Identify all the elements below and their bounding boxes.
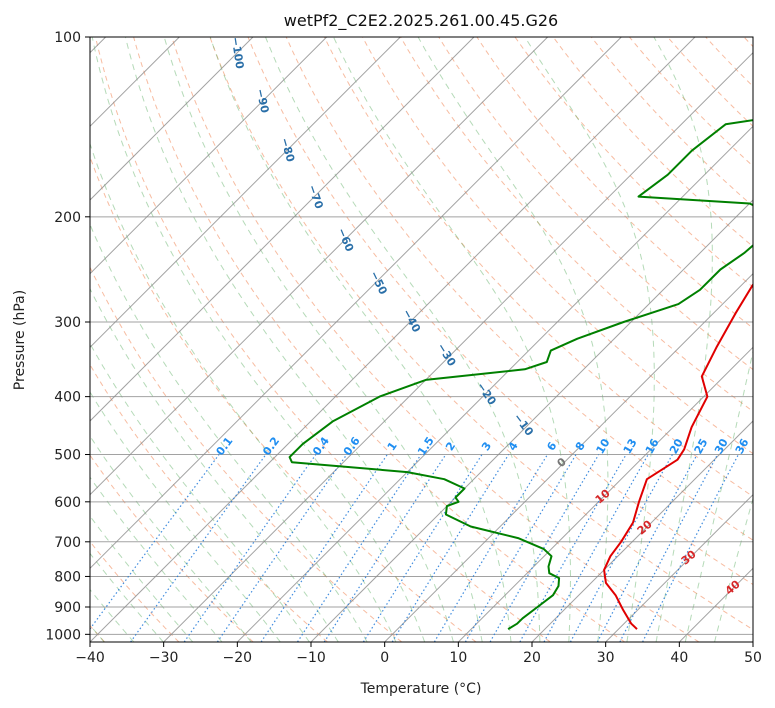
isotherm: [384, 272, 753, 642]
dry-adiabat: [171, 37, 700, 642]
x-axis-label: Temperature (°C): [360, 681, 482, 697]
y-tick-label: 800: [54, 569, 81, 585]
dry-adiabat: [476, 37, 753, 329]
x-tick-label: −20: [223, 650, 253, 666]
y-tick-label: 100: [54, 30, 81, 46]
dry-adiabat: [90, 266, 403, 642]
dry-adiabat-label: −90: [254, 88, 272, 115]
isotherm: [236, 125, 753, 642]
y-tick-label: 400: [54, 390, 81, 406]
moist-adiabat: [333, 37, 571, 642]
moist-adiabat: [209, 37, 512, 642]
mixing-ratio-line: [183, 454, 317, 642]
chart-title: wetPf2_C2E2.2025.261.00.45.G26: [284, 11, 558, 31]
mixing-ratio-label: 36: [733, 436, 752, 456]
dry-adiabat: [90, 540, 180, 642]
mixing-ratio-label: 25: [692, 437, 711, 457]
mixing-ratio-line: [296, 454, 422, 642]
moist-adiabat: [524, 37, 655, 642]
mixing-ratio-line: [216, 454, 348, 642]
isotherm: [163, 51, 753, 642]
moist-adiabat: [417, 37, 609, 642]
mixing-ratio-line: [596, 454, 698, 642]
mixing-ratio-line: [433, 454, 549, 642]
dry-adiabat: [90, 363, 328, 642]
isotherm: [310, 199, 753, 642]
dry-adiabat: [285, 37, 753, 541]
isotherm: [90, 37, 696, 642]
dry-adiabat: [362, 37, 753, 455]
mixing-ratio-line: [519, 454, 627, 642]
dry-adiabat: [209, 37, 753, 631]
mixing-ratio-line: [90, 454, 220, 630]
dry-adiabat: [323, 37, 753, 498]
dry-adiabat: [514, 37, 753, 288]
moist-adiabat: [90, 223, 368, 642]
axis-ticks: −40 −30 −20 −10 0 10 20 30 40 5010020030040050060…: [45, 30, 762, 666]
x-tick-label: 10: [449, 650, 467, 666]
isotherm: [90, 37, 475, 422]
y-tick-label: 900: [54, 600, 81, 616]
isotherm: [531, 420, 753, 642]
moist-adiabat: [265, 37, 541, 642]
x-tick-label: 20: [523, 650, 541, 666]
x-tick-label: 40: [670, 650, 688, 666]
mixing-ratio-line: [323, 454, 447, 642]
dry-adiabat: [95, 37, 551, 642]
x-tick-label: −40: [75, 650, 105, 666]
y-tick-label: 500: [54, 448, 81, 464]
moist-adiabat: [90, 342, 310, 642]
temperature-profile-line: [603, 283, 753, 630]
y-tick-label: 300: [54, 315, 81, 331]
dry-adiabat: [247, 37, 753, 586]
moist-adiabat: [90, 588, 135, 642]
plot-frame: [89, 36, 754, 643]
moist-adiabat: [90, 552, 164, 642]
x-tick-label: 50: [744, 650, 762, 666]
moist-adiabat: [653, 37, 713, 642]
mixing-ratio-line: [464, 454, 577, 642]
x-tick-label: 0: [380, 650, 389, 666]
isotherm: [90, 37, 254, 201]
dry-adiabat: [90, 454, 254, 642]
y-tick-label: 200: [54, 210, 81, 226]
moist-adiabat: [90, 515, 194, 642]
dry-adiabat: [90, 155, 477, 642]
moist-adiabat: [90, 435, 252, 642]
mixing-ratio-line: [130, 454, 267, 642]
profile-lines: [288, 119, 753, 630]
x-tick-label: 30: [597, 650, 615, 666]
moist-adiabat: [90, 476, 223, 642]
dewpoint-profile-line: [288, 119, 753, 630]
moist-adiabat: [124, 37, 454, 642]
isotherm: [90, 37, 328, 275]
y-tick-label: 700: [54, 535, 81, 551]
moist-adiabat: [163, 37, 483, 642]
isotherm: [457, 346, 753, 642]
isotherm: [752, 641, 753, 642]
isotherm: [90, 37, 549, 496]
isotherm: [605, 493, 753, 642]
x-tick-label: −10: [296, 650, 326, 666]
y-tick-label: 600: [54, 495, 81, 511]
dry-adiabat: [400, 37, 753, 412]
mixing-ratio-line: [489, 454, 600, 642]
moist-adiabat: [90, 391, 281, 642]
dry-adiabat: [133, 37, 625, 642]
isotherm: [90, 37, 401, 349]
plot-background: [90, 37, 753, 642]
isotherm: [90, 37, 622, 570]
y-axis-label: Pressure (hPa): [12, 290, 28, 390]
dry-adiabat-label: −100: [229, 36, 247, 70]
mixing-ratio-line: [569, 454, 673, 642]
moist-adiabat: [91, 37, 426, 642]
background-lines: [90, 37, 753, 642]
mixing-ratio-line: [260, 454, 388, 642]
y-tick-label: 1000: [45, 627, 81, 643]
moist-adiabat: [90, 142, 397, 642]
x-tick-label: −30: [149, 650, 179, 666]
